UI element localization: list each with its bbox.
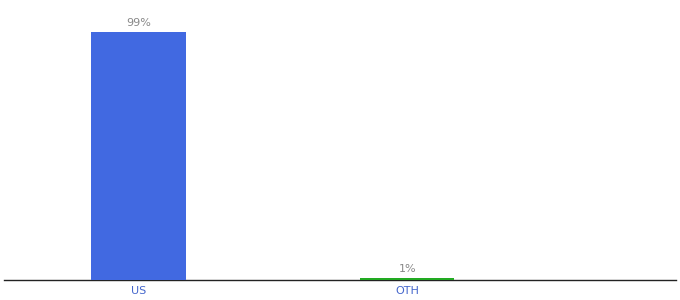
Text: 99%: 99%	[126, 18, 151, 28]
Bar	[360, 278, 454, 280]
Bar	[92, 32, 186, 280]
Text: 1%: 1%	[398, 264, 416, 274]
